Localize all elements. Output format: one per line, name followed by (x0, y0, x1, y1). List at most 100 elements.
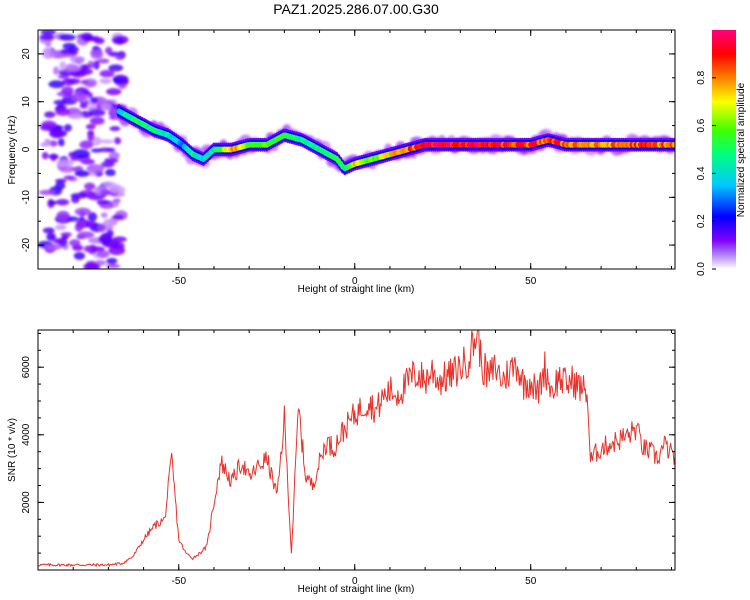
x-tick-label: 50 (525, 576, 537, 587)
noise-blob (88, 246, 105, 253)
noise-blob (104, 168, 116, 177)
noise-blob (90, 148, 103, 153)
noise-blob (86, 164, 105, 173)
noise-blob (67, 78, 81, 85)
y-tick-label: -20 (21, 237, 32, 252)
colorbar-label: Normalized spectral amplitude (736, 82, 747, 217)
noise-blob (77, 68, 93, 75)
colorbar-tick-label: 0.2 (696, 214, 707, 228)
noise-blob (55, 178, 67, 183)
x-tick-label: 50 (525, 276, 537, 287)
noise-blob (118, 84, 127, 89)
noise-blob (96, 249, 110, 258)
noise-blob (49, 140, 58, 147)
noise-blob (90, 36, 101, 42)
spectrogram-marks (38, 30, 675, 269)
noise-blob (69, 56, 86, 63)
noise-blob (100, 189, 111, 196)
noise-blob (60, 232, 73, 237)
noise-blob (42, 227, 55, 234)
noise-blob (106, 263, 121, 269)
snr-frame (37, 329, 676, 571)
snr-y-ticks: 2000 4000 6000 (21, 332, 675, 571)
noise-blob (45, 243, 62, 251)
noise-blob (59, 60, 67, 71)
noise-blob (109, 185, 126, 194)
noise-blob (96, 199, 110, 205)
noise-blob (46, 232, 56, 241)
noise-blob (41, 120, 57, 130)
noise-blob (84, 182, 96, 191)
noise-blob (56, 159, 74, 167)
noise-blob (53, 99, 68, 106)
noise-blob (112, 214, 125, 220)
noise-blob (40, 142, 51, 147)
y-tick-label: -10 (21, 190, 32, 205)
noise-blob (98, 223, 106, 233)
noise-blob (113, 39, 126, 45)
y-tick-label: 2000 (21, 491, 32, 514)
noise-blob (71, 92, 87, 102)
x-tick-label: -50 (172, 276, 187, 287)
noise-blob (106, 147, 116, 153)
x-tick-label: 0 (352, 276, 358, 287)
colorbar-tick-label: 0.4 (696, 166, 707, 180)
noise-blob (41, 152, 49, 160)
noise-blob (87, 212, 98, 222)
noise-blob (97, 58, 110, 64)
y-tick-label: 0 (21, 146, 32, 152)
noise-blob (80, 79, 89, 85)
colorbar-gradient (712, 30, 736, 269)
noise-blob (87, 60, 94, 67)
spectrogram-y-label: Frequency (Hz) (7, 116, 18, 185)
noise-blob (73, 252, 86, 260)
snr-panel: -50 0 50 2000 4000 6000 Height of straight l… (7, 329, 676, 595)
spectrogram-y-ticks: -20 -10 0 10 20 (21, 29, 675, 270)
noise-blob (90, 49, 104, 60)
noise-blob (98, 234, 113, 245)
noise-blob (106, 88, 122, 96)
noise-blob (72, 149, 90, 159)
noise-blob (48, 80, 65, 89)
noise-blob (60, 48, 75, 55)
noise-blob (63, 124, 72, 132)
noise-blob (44, 111, 56, 118)
noise-blob (106, 257, 118, 265)
noise-blob (39, 34, 55, 41)
noise-blob (67, 113, 84, 120)
noise-blob (89, 116, 105, 125)
noise-blob (53, 238, 65, 245)
noise-blob (85, 221, 98, 229)
ridge-cell (671, 141, 675, 148)
noise-blob (93, 60, 100, 70)
noise-blob (104, 157, 119, 164)
noise-blob (53, 66, 60, 76)
noise-blob (61, 86, 74, 96)
noise-blob (108, 64, 124, 72)
noise-blob (102, 181, 115, 187)
spectrogram-x-label: Height of straight line (km) (298, 284, 415, 295)
figure-title: PAZ1.2025.286.07.00.G30 (273, 1, 439, 17)
noise-blob (112, 77, 123, 83)
noise-blob (72, 244, 84, 251)
noise-blob (115, 55, 125, 60)
x-tick-label: 0 (352, 576, 358, 587)
spectrogram-x-ticks: -50 0 50 (37, 30, 672, 287)
noise-blob (56, 210, 70, 221)
colorbar: 0.0 0.2 0.4 0.6 0.8 Normalized spectral ampl… (696, 30, 747, 276)
noise-blob (100, 212, 108, 218)
noise-blob (58, 34, 76, 41)
y-tick-label: 10 (21, 96, 32, 108)
noise-blob (74, 170, 91, 177)
noise-blob (83, 245, 93, 253)
snr-x-ticks: -50 0 50 (37, 330, 672, 587)
noise-blob (89, 97, 99, 104)
snr-series-line (38, 330, 675, 568)
spectrogram-ridge (116, 104, 675, 176)
noise-blob (112, 198, 121, 203)
noise-blob (40, 30, 57, 35)
noise-blob (55, 181, 66, 190)
noise-blob (99, 69, 115, 78)
noise-blob (105, 46, 113, 55)
